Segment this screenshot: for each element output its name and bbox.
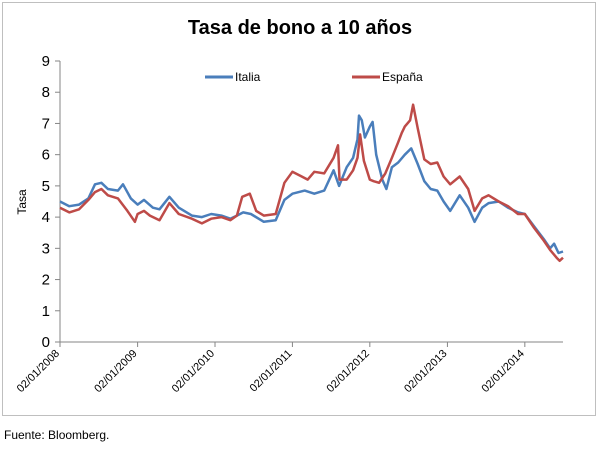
legend-label-italia: Italia	[235, 70, 261, 84]
y-tick-label: 4	[42, 209, 50, 226]
chart-title: Tasa de bono a 10 años	[188, 17, 412, 39]
y-tick-label: 0	[42, 334, 50, 351]
y-tick-label: 7	[42, 115, 50, 132]
y-tick-label: 3	[42, 240, 50, 257]
y-tick-label: 6	[42, 147, 50, 164]
series-line-espana	[59, 103, 564, 263]
legend-label-espana: España	[382, 70, 423, 84]
chart-frame	[2, 2, 596, 416]
source-note: Fuente: Bloomberg.	[4, 428, 110, 442]
bond-yield-chart: Tasa de bono a 10 años 0 1 2 3 4 5 6 7 8 9 02/01/…	[15, 17, 564, 395]
y-axis-label: Tasa	[15, 189, 29, 215]
y-tick-group: 0 1 2 3 4 5 6 7 8 9	[42, 53, 60, 351]
series-group	[59, 103, 564, 263]
x-tick-label: 02/01/2009	[92, 348, 139, 395]
y-tick-label: 5	[42, 178, 50, 195]
y-tick-label: 8	[42, 84, 50, 101]
y-tick-label: 9	[42, 53, 50, 70]
y-tick-label: 1	[42, 303, 50, 320]
x-tick-label: 02/01/2010	[170, 348, 217, 395]
x-tick-label: 02/01/2011	[248, 348, 295, 395]
y-tick-label: 2	[42, 272, 50, 289]
x-tick-label: 02/01/2012	[325, 348, 372, 395]
x-tick-group: 02/01/2008 02/01/2009 02/01/2010 02/01/2011…	[15, 342, 527, 395]
series-line-italia	[59, 114, 564, 255]
x-tick-label: 02/01/2014	[480, 348, 527, 395]
x-tick-label: 02/01/2008	[15, 348, 62, 395]
legend: Italia España	[205, 70, 423, 84]
x-tick-label: 02/01/2013	[402, 348, 449, 395]
